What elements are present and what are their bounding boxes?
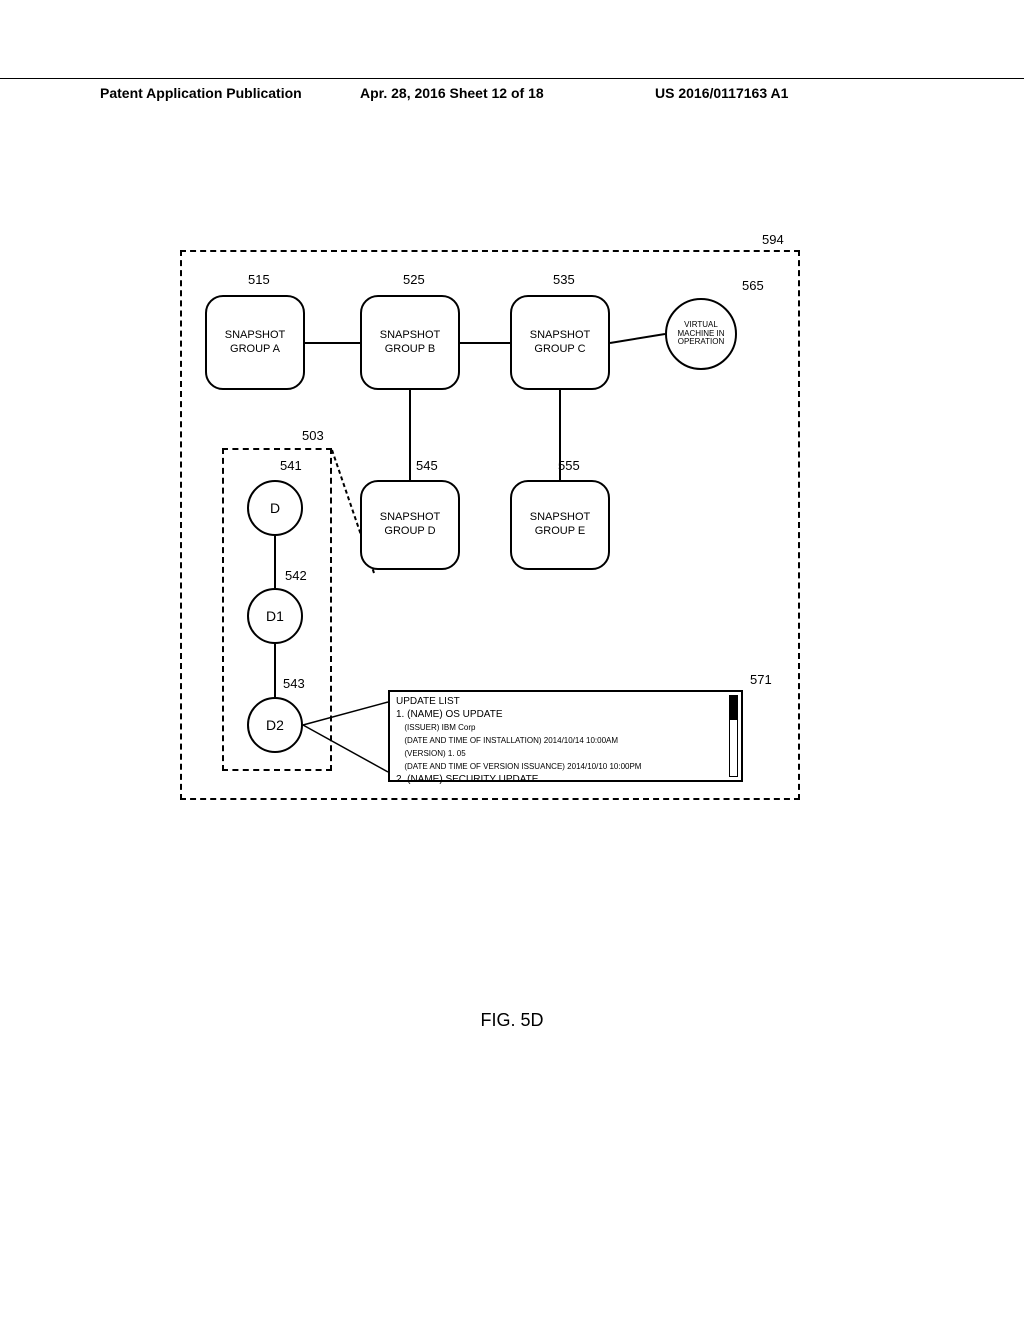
page: Patent Application Publication Apr. 28, … bbox=[0, 0, 1024, 1320]
node-d: D bbox=[247, 480, 303, 536]
header-middle: Apr. 28, 2016 Sheet 12 of 18 bbox=[360, 85, 544, 101]
node-d1: D1 bbox=[247, 588, 303, 644]
snapshot-group-b-label: SNAPSHOTGROUP B bbox=[380, 329, 441, 357]
update-item-1-install: (DATE AND TIME OF INSTALLATION) 2014/10/… bbox=[404, 736, 618, 745]
doc-header: Patent Application Publication Apr. 28, … bbox=[0, 78, 1024, 85]
update-item-1-idx: 1. bbox=[396, 709, 404, 720]
update-item-2-name: (NAME) SECURITY UPDATE bbox=[407, 774, 538, 785]
update-item-1-version: (VERSION) 1. 05 bbox=[404, 749, 465, 758]
snapshot-group-b: SNAPSHOTGROUP B bbox=[360, 295, 460, 390]
snapshot-group-c-label: SNAPSHOTGROUP C bbox=[530, 329, 591, 357]
ref-545: 545 bbox=[416, 458, 438, 473]
update-item-2-idx: 2. bbox=[396, 774, 404, 785]
snapshot-group-d: SNAPSHOTGROUP D bbox=[360, 480, 460, 570]
update-list-scrollbar[interactable] bbox=[729, 695, 738, 777]
ref-503: 503 bbox=[302, 428, 324, 443]
figure-caption: FIG. 5D bbox=[480, 1010, 543, 1031]
update-item-2: 2. (NAME) SECURITY UPDATE bbox=[396, 773, 735, 786]
ref-525: 525 bbox=[403, 272, 425, 287]
virtual-machine-node: VIRTUALMACHINE INOPERATION bbox=[665, 298, 737, 370]
update-list-title: UPDATE LIST bbox=[396, 695, 735, 708]
snapshot-group-c: SNAPSHOTGROUP C bbox=[510, 295, 610, 390]
snapshot-group-a: SNAPSHOTGROUP A bbox=[205, 295, 305, 390]
ref-555: 555 bbox=[558, 458, 580, 473]
ref-571: 571 bbox=[750, 672, 772, 687]
header-left: Patent Application Publication bbox=[100, 85, 302, 101]
ref-541: 541 bbox=[280, 458, 302, 473]
ref-565: 565 bbox=[742, 278, 764, 293]
node-d-label: D bbox=[270, 500, 280, 516]
ref-543: 543 bbox=[283, 676, 305, 691]
ref-594: 594 bbox=[762, 232, 784, 247]
virtual-machine-label: VIRTUALMACHINE INOPERATION bbox=[677, 321, 724, 347]
snapshot-group-a-label: SNAPSHOTGROUP A bbox=[225, 329, 286, 357]
node-d2-label: D2 bbox=[266, 717, 284, 733]
update-item-1: 1. (NAME) OS UPDATE (ISSUER) IBM Corp (D… bbox=[396, 708, 735, 773]
update-item-1-issuance: (DATE AND TIME OF VERSION ISSUANCE) 2014… bbox=[404, 762, 641, 771]
snapshot-group-e: SNAPSHOTGROUP E bbox=[510, 480, 610, 570]
node-d1-label: D1 bbox=[266, 608, 284, 624]
snapshot-group-d-label: SNAPSHOTGROUP D bbox=[380, 511, 441, 539]
ref-535: 535 bbox=[553, 272, 575, 287]
ref-542: 542 bbox=[285, 568, 307, 583]
node-d2: D2 bbox=[247, 697, 303, 753]
snapshot-group-e-label: SNAPSHOTGROUP E bbox=[530, 511, 591, 539]
update-list-box: UPDATE LIST 1. (NAME) OS UPDATE (ISSUER)… bbox=[388, 690, 743, 782]
scrollbar-thumb[interactable] bbox=[730, 696, 737, 720]
ref-515: 515 bbox=[248, 272, 270, 287]
header-right: US 2016/0117163 A1 bbox=[655, 85, 788, 101]
update-item-1-issuer: (ISSUER) IBM Corp bbox=[404, 723, 475, 732]
update-item-1-name: (NAME) OS UPDATE bbox=[407, 709, 502, 720]
